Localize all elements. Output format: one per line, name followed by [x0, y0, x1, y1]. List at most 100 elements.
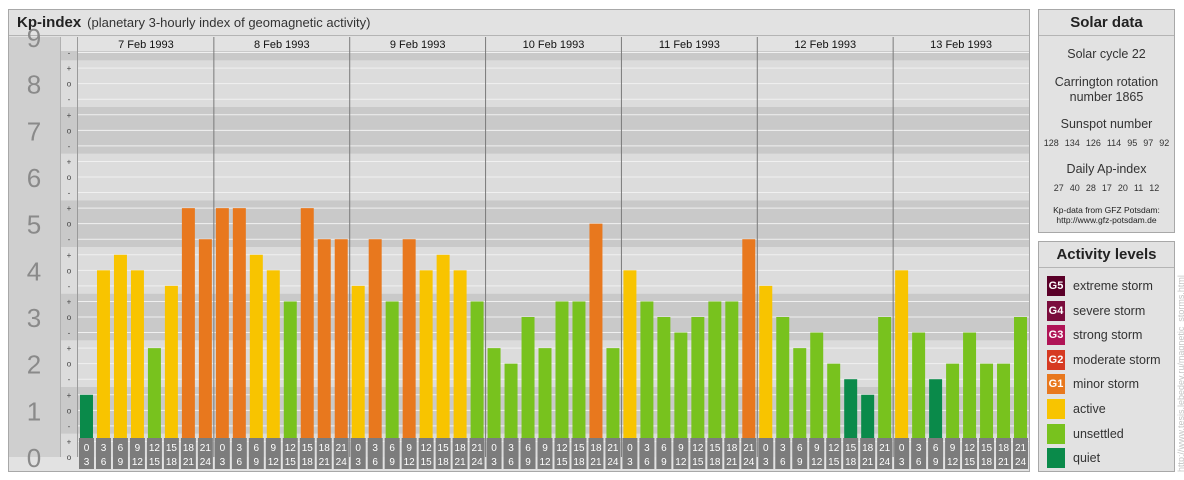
time-interval-box — [401, 438, 417, 469]
kp-bar — [1014, 317, 1027, 457]
legend-swatch — [1047, 448, 1065, 469]
kp-bar — [351, 285, 365, 457]
carrington-line2: number 1865 — [1069, 90, 1144, 104]
interval-end: 24 — [336, 457, 348, 468]
interval-end: 12 — [268, 457, 280, 468]
interval-end: 6 — [508, 457, 514, 468]
time-interval-box — [605, 438, 621, 469]
interval-start: 18 — [998, 443, 1010, 454]
interval-start: 6 — [118, 443, 124, 454]
interval-start: 12 — [149, 443, 161, 454]
interval-end: 6 — [101, 457, 107, 468]
activity-levels-panel: Activity levels G5 extreme storm G4 severe … — [1038, 241, 1175, 472]
kp-bar — [963, 332, 977, 457]
interval-start: 0 — [220, 443, 226, 454]
legend-label: minor storm — [1073, 377, 1139, 392]
time-interval-box — [792, 438, 808, 469]
kp-axis-label: 4 — [27, 256, 41, 286]
interval-end: 24 — [607, 457, 619, 468]
date-label: 10 Feb 1993 — [523, 39, 585, 51]
time-interval-box — [809, 438, 825, 469]
interval-end: 18 — [845, 457, 857, 468]
interval-start: 6 — [797, 443, 803, 454]
interval-start: 12 — [964, 443, 976, 454]
date-label: 13 Feb 1993 — [930, 39, 992, 51]
sunspot-values: 128 134 126 114 95 97 92 — [1039, 138, 1174, 149]
interval-end: 9 — [118, 457, 124, 468]
time-interval-box — [418, 438, 434, 469]
interval-start: 12 — [828, 443, 840, 454]
interval-end: 18 — [709, 457, 721, 468]
time-interval-box — [367, 438, 383, 469]
kp-axis-label: 6 — [27, 163, 41, 193]
interval-end: 6 — [916, 457, 922, 468]
kp-bar — [334, 239, 348, 457]
interval-start: 18 — [183, 443, 195, 454]
kp-bar — [470, 301, 484, 457]
kp-bar — [657, 317, 671, 457]
interval-end: 15 — [421, 457, 433, 468]
legend-swatch — [1047, 423, 1065, 444]
legend-item: active — [1047, 399, 1106, 419]
kp-axis-label: 7 — [27, 116, 41, 146]
interval-end: 21 — [183, 457, 195, 468]
interval-start: 3 — [237, 443, 243, 454]
kp-bar — [725, 301, 739, 457]
kp-bar — [878, 317, 892, 457]
watermark-url: http://www.tesis.lebedev.ru/magnetic_sto… — [1176, 275, 1184, 472]
interval-start: 15 — [573, 443, 585, 454]
ap-index-value: 11 — [1133, 183, 1144, 193]
interval-start: 3 — [780, 443, 786, 454]
interval-end: 21 — [726, 457, 738, 468]
minor-tick-label: - — [68, 235, 71, 244]
kp-bar — [181, 208, 195, 457]
interval-start: 9 — [135, 443, 141, 454]
time-interval-box — [197, 438, 213, 469]
legend-swatch — [1047, 399, 1065, 419]
interval-end: 12 — [539, 457, 551, 468]
minor-tick-label: - — [68, 422, 71, 431]
ap-index-value: 27 — [1053, 183, 1064, 193]
time-interval-box — [979, 438, 995, 469]
time-interval-box — [1013, 438, 1028, 469]
minor-tick-label: - — [68, 375, 71, 384]
kp-bar — [96, 270, 110, 457]
interval-end: 24 — [743, 457, 755, 468]
minor-tick-label: + — [67, 251, 72, 260]
interval-end: 9 — [525, 457, 531, 468]
interval-start: 6 — [254, 443, 260, 454]
interval-start: 18 — [726, 443, 738, 454]
solar-data-panel: Solar data Solar cycle 22 Carrington rot… — [1038, 9, 1175, 233]
interval-end: 21 — [998, 457, 1010, 468]
interval-end: 15 — [556, 457, 568, 468]
interval-end: 6 — [644, 457, 650, 468]
time-interval-box — [962, 438, 978, 469]
interval-start: 15 — [166, 443, 178, 454]
time-interval-box — [537, 438, 553, 469]
interval-end: 6 — [780, 457, 786, 468]
kp-bar — [368, 239, 382, 457]
carrington-line1: Carrington rotation — [1054, 75, 1159, 89]
interval-end: 3 — [491, 457, 497, 468]
kp-bar — [793, 348, 807, 457]
time-interval-box — [639, 438, 655, 469]
legend-item: G3 strong storm — [1047, 325, 1142, 346]
interval-end: 9 — [661, 457, 667, 468]
legend-label: moderate storm — [1073, 352, 1161, 367]
time-interval-box — [673, 438, 689, 469]
sunspot-value: 126 — [1085, 138, 1101, 148]
minor-tick-label: o — [67, 266, 72, 275]
kp-panel-header: Kp-index (planetary 3-hourly index of geo… — [9, 10, 1029, 36]
time-interval-box — [996, 438, 1012, 469]
time-interval-box — [231, 438, 247, 469]
time-interval-box — [79, 438, 94, 469]
interval-start: 21 — [1015, 443, 1027, 454]
kp-bar — [487, 348, 501, 457]
time-interval-box — [588, 438, 604, 469]
kp-axis-label: 0 — [27, 443, 41, 473]
interval-start: 6 — [525, 443, 531, 454]
time-interval-box — [928, 438, 944, 469]
interval-end: 3 — [84, 457, 90, 468]
interval-start: 9 — [542, 443, 548, 454]
